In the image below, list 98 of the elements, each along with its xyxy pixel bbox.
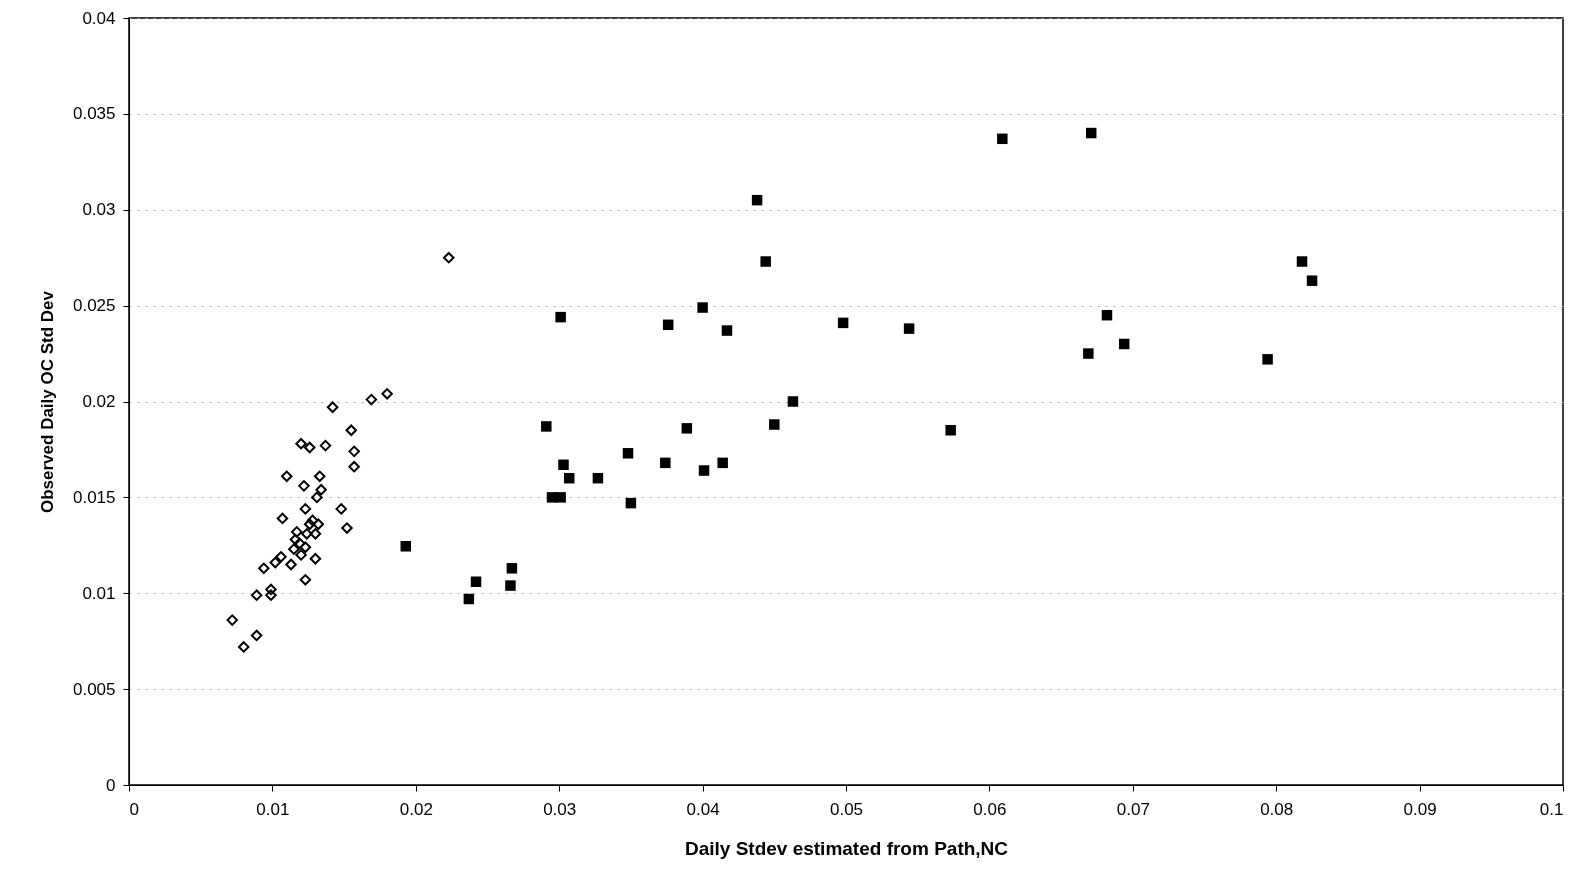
point [1083,348,1094,359]
point [299,503,312,515]
point [258,562,270,575]
x-tick-label: 0.07 [1116,799,1150,819]
point [622,448,634,459]
point [291,526,303,538]
point [558,459,569,471]
point [265,589,277,601]
point [299,541,312,553]
point [306,514,319,527]
point [309,528,322,540]
point [751,194,763,206]
point [1101,309,1113,321]
point [311,491,323,504]
point [319,439,332,452]
x-tick-label: 0.05 [829,799,864,819]
x-tick-label: 0.08 [1260,799,1294,819]
y-tick-label: 0.035 [72,104,116,124]
point [997,133,1008,145]
x-tick-label: 0.04 [686,799,720,819]
point [760,256,771,267]
point [293,537,306,550]
point [326,401,339,413]
point [341,522,353,534]
point [506,563,518,574]
x-tick-label: 0.06 [973,799,1007,819]
x-tick-label: 0.02 [399,799,433,819]
point [400,541,412,552]
point [381,388,393,400]
point [275,551,287,563]
point [299,574,312,586]
point [903,323,915,334]
point [226,614,238,626]
x-tick-label: 0.03 [543,799,577,819]
point [1262,354,1273,365]
point [717,457,728,469]
point [303,518,316,530]
point [295,549,307,561]
point [313,470,326,483]
point [365,393,378,406]
point [721,325,733,336]
point [312,518,325,530]
point [348,460,360,473]
point [269,556,282,569]
point [443,251,455,264]
point [681,423,693,434]
point [301,528,313,540]
point [250,589,263,601]
point [463,593,475,605]
x-axis-title: Daily Stdev estimated from Path,NC [684,837,1009,859]
x-tick-label: 0.09 [1403,799,1437,819]
point [237,641,250,653]
y-tick-label: 0.02 [82,392,116,411]
point [315,483,327,496]
point [281,470,293,483]
point [303,441,316,454]
point [335,503,347,515]
point [1296,256,1308,267]
point [945,425,956,436]
point [662,319,674,331]
point [505,580,516,591]
point [285,558,297,571]
point [1118,338,1130,350]
y-axis-title: Observed Daily OC Std Dev [37,290,57,514]
point [276,512,289,525]
y-tick-label: 0.04 [82,8,116,28]
point [295,437,307,450]
point [660,457,671,469]
point [555,311,566,323]
point [309,552,322,565]
point [697,302,708,313]
point [625,497,637,509]
point [563,472,575,484]
x-tick-label: 0.1 [1539,799,1564,819]
point [592,472,604,484]
x-tick-label: 0.01 [256,799,290,819]
point [769,419,780,430]
point [555,492,566,503]
point [288,543,300,555]
point [698,465,710,476]
point [541,421,552,432]
point [265,583,277,596]
point [1306,275,1318,286]
y-tick-label: 0.01 [82,583,116,603]
point [250,629,263,642]
y-tick-label: 0.03 [82,200,116,220]
point [837,317,849,329]
y-tick-label: 0.025 [72,296,116,316]
point [348,445,360,458]
point [345,424,358,437]
point [470,576,482,587]
y-tick-label: 0.015 [72,487,116,507]
y-tick-label: 0.005 [72,679,116,699]
point [787,396,799,407]
x-tick-label: 0 [129,799,139,819]
point [1085,127,1097,139]
y-tick-label: 0 [106,775,116,795]
point [298,480,310,492]
